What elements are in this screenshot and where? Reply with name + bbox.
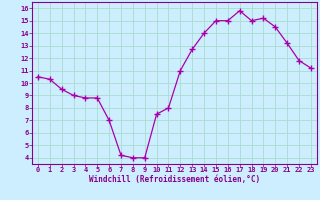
X-axis label: Windchill (Refroidissement éolien,°C): Windchill (Refroidissement éolien,°C) [89,175,260,184]
